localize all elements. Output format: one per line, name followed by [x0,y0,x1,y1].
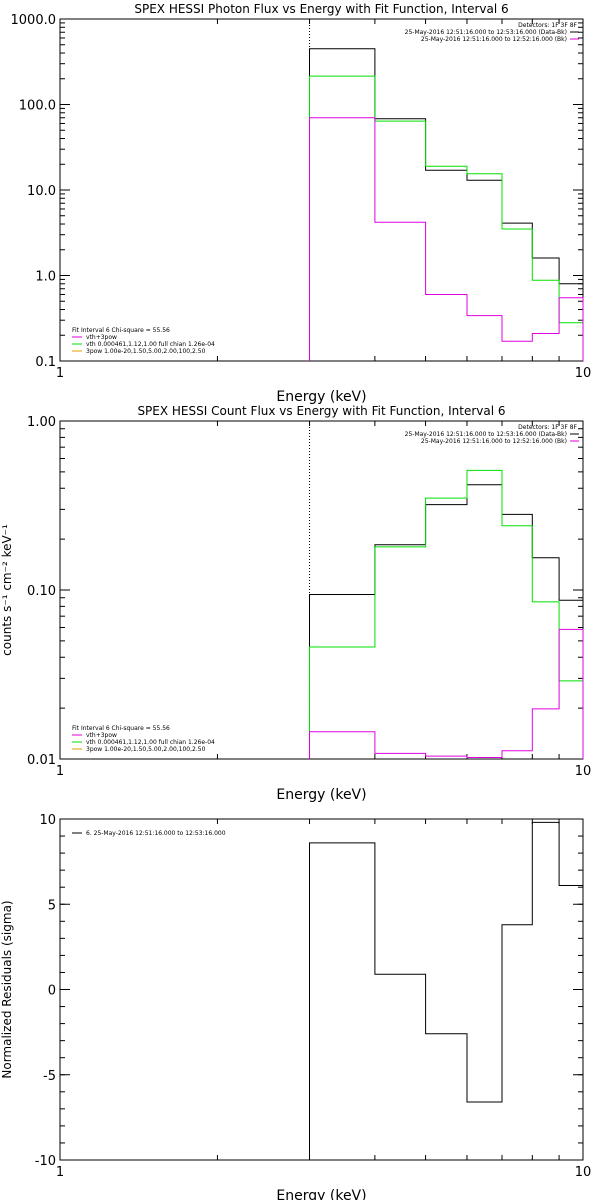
series-3-histogram [309,117,584,361]
legend-entry: Fit Interval 6 Chi-square = 55.56 [72,725,170,732]
y-tick-label: 1.0 [35,270,56,285]
series-2-histogram [309,75,584,361]
y-axis-label: Normalized Residuals (sigma) [0,900,14,1078]
x-tick-label: 1 [56,764,64,779]
y-tick-label: 0.01 [27,753,56,768]
y-tick-label: 10 [39,813,56,828]
series-3-histogram [309,628,584,759]
y-tick-label: 0.10 [27,584,56,599]
legend-entry: 6. 25-May-2016 12:51:16.000 to 12:53:16.… [86,830,226,837]
x-axis-label: Energy (keV) [276,787,366,803]
legend-entry: 3pow 1.00e-20,1.50,5.00,2.00,100,2.50 [86,348,206,355]
header-entry: 25-May-2016 12:51:16.000 to 12:53:16.000… [405,29,567,36]
y-tick-label: 1.00 [27,415,56,430]
y-tick-label: 10.0 [27,184,56,199]
panel-3: 1 10 -10 -5 0 5 10 Energy (keV) Normalized Resid… [0,813,591,1200]
header-entry: Detectors: 1F 3F 8F [518,22,577,29]
x-tick-label: 10 [575,1165,592,1180]
plot-frame [59,420,584,760]
chart-title: SPEX HESSI Photon Flux vs Energy with Fi… [134,2,508,16]
legend-entry: Fit Interval 6 Chi-square = 55.56 [72,327,170,334]
header-entry: 25-May-2016 12:51:16.000 to 12:53:16.000… [405,431,567,438]
y-tick-label: -10 [35,1154,56,1169]
legend-entry: vth 0.000461,1.12,1.00 full chian 1.26e-… [86,739,215,746]
series-1-histogram [309,48,584,361]
x-tick-label: 10 [575,764,592,779]
series-2-histogram [309,469,584,759]
header-entry: Detectors: 1F 3F 8F [518,424,577,431]
y-tick-label: 5 [48,898,56,913]
panel-2: SPEX HESSI Count Flux vs Energy with Fit… [0,404,591,803]
legend-entry: vth 0.000461,1.12,1.00 full chian 1.26e-… [86,341,215,348]
legend-entry: vth+3pow [86,732,117,739]
legend-entry: 3pow 1.00e-20,1.50,5.00,2.00,100,2.50 [86,746,206,753]
y-tick-label: 0.1 [35,355,56,370]
legend-entry: vth+3pow [86,334,117,341]
plot-frame [59,818,584,1161]
x-axis-label: Energy (keV) [276,1188,366,1200]
series-1-histogram [309,821,584,1160]
x-tick-label: 10 [575,366,592,381]
y-tick-label: 0 [48,984,56,999]
plot-frame [59,18,584,362]
x-tick-label: 1 [56,1165,64,1180]
panel-1: SPEX HESSI Photon Flux vs Energy with Fi… [11,2,592,405]
series-1-histogram [309,484,584,759]
chart-title: SPEX HESSI Count Flux vs Energy with Fit… [137,404,505,418]
y-tick-label: -5 [43,1069,56,1084]
y-tick-label: 1000.0 [11,13,57,28]
x-tick-label: 1 [56,366,64,381]
header-entry: 25-May-2016 12:51:16.000 to 12:52:16.000… [421,438,567,445]
header-entry: 25-May-2016 12:51:16.000 to 12:52:16.000… [421,36,567,43]
y-axis-label: counts s⁻¹ cm⁻² keV⁻¹ [0,524,14,656]
x-axis-label: Energy (keV) [276,389,366,405]
y-tick-label: 100.0 [19,99,56,114]
